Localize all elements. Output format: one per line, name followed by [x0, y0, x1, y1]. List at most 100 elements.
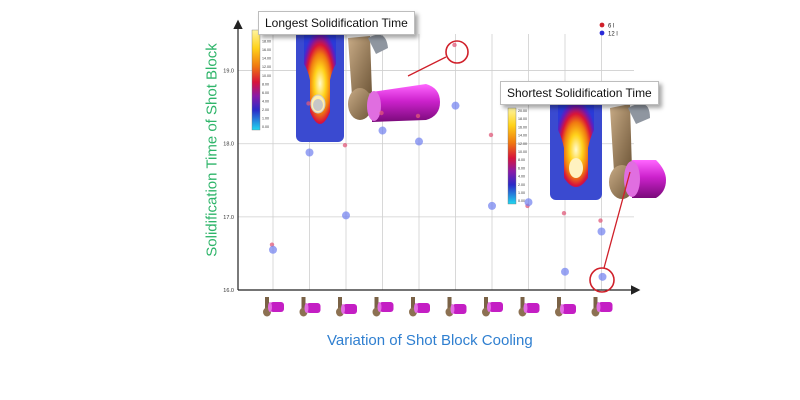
colorbar-tick-label: 12.00 [518, 142, 527, 146]
point-6l [269, 242, 275, 247]
thumbnail-arm [593, 297, 598, 311]
arm-shortest [610, 104, 632, 172]
thumbnail-arm [557, 297, 561, 311]
legend-marker-12l [599, 30, 605, 36]
heat-cavity-shortest [558, 104, 594, 187]
colorbar-shortest-ticks: 20.00 18.00 16.00 14.00 12.00 10.00 8.00 6.00 4.… [518, 109, 527, 203]
thumbnail-arm [411, 297, 415, 311]
point-6l [488, 132, 494, 138]
arm-tip-shortest [628, 103, 650, 124]
category-thumbnail [591, 297, 613, 317]
category-thumbnail [445, 297, 467, 317]
y-tick-label: 16.0 [223, 288, 234, 294]
colorbar-tick-label: 10.00 [518, 150, 527, 154]
colorbar-longest-ticks: 20.0018.0016.0014.0012.0010.008.006.004.… [262, 31, 271, 129]
thumbnail-tube [598, 302, 613, 312]
thumbnail-tube-end [450, 304, 455, 314]
x-category-thumbnails [263, 297, 613, 317]
point-12l [305, 148, 314, 157]
colorbar-tick-label: 6.00 [518, 166, 525, 170]
point-12l [597, 227, 606, 236]
category-thumbnail [518, 297, 540, 317]
thumbnail-arm [484, 297, 488, 311]
colorbar-tick-label: 16.00 [262, 48, 271, 52]
colorbar-tick-label: 20.00 [518, 109, 527, 113]
category-thumbnail [482, 297, 503, 317]
y-tick-label: 18.0 [223, 142, 234, 148]
longest-render-image: 20.0018.0016.0014.0012.0010.008.006.004.… [251, 29, 440, 142]
colorbar-tick-label: 8.00 [518, 158, 525, 162]
colorbar-tick-label: 14.00 [262, 57, 271, 61]
leader-line-longest [407, 56, 447, 77]
highlight-circle-shortest [589, 267, 615, 293]
thumbnail-tube [525, 303, 540, 313]
colorbar-tick-label: 6.00 [262, 91, 269, 95]
y-axis-title-text: Solidification Time of Shot Block [203, 43, 221, 257]
heat-core-dot-longest [313, 99, 323, 111]
point-6l [342, 142, 348, 148]
colorbar-tick-label: 16.00 [518, 125, 527, 129]
x-axis-title-text: Variation of Shot Block Cooling [327, 332, 533, 349]
category-thumbnail [555, 297, 576, 317]
point-12l [378, 126, 387, 135]
point-12l-extra [598, 272, 607, 281]
thumbnail-arm [301, 297, 306, 311]
thumbnail-tube [452, 304, 467, 314]
colorbar-tick-label: 0.00 [518, 199, 525, 203]
leader-line-shortest [603, 171, 631, 269]
heat-core-shortest [569, 158, 583, 178]
thumbnail-tube-end [268, 302, 272, 312]
arm-head-longest [348, 88, 372, 120]
thumbnail-tube-end [377, 302, 382, 312]
thumbnail-arm [338, 297, 342, 311]
shortest-render-image: 20.00 18.00 16.00 14.00 12.00 10.00 8.00 6.00 4.… [507, 100, 666, 205]
thumbnail-tube [379, 302, 394, 312]
arm-longest [348, 36, 372, 96]
thumbnail-tube [562, 304, 576, 314]
category-thumbnail [336, 297, 357, 317]
thumbnail-tube-end [560, 304, 564, 314]
thumbnail-tube [416, 303, 430, 313]
colorbar-tick-label: 2.00 [262, 108, 269, 112]
thumbnail-tube [343, 304, 357, 314]
tube-end-shortest [624, 161, 640, 197]
colorbar-tick-label: 0.00 [262, 125, 269, 129]
x-axis-title: Variation of Shot Block Cooling [327, 332, 533, 349]
colorbar-tick-label: 4.00 [518, 175, 525, 179]
point-6l [561, 211, 567, 216]
category-thumbnail [372, 297, 394, 317]
point-6l [379, 110, 384, 116]
category-thumbnail [263, 297, 284, 317]
point-12l [524, 198, 533, 207]
colorbar-tick-label: 12.00 [262, 65, 271, 69]
colorbar-tick-label: 8.00 [262, 82, 269, 86]
colorbar-longest [251, 29, 261, 131]
thumbnail-tube-end [341, 304, 345, 314]
thumbnail-arm [447, 297, 452, 311]
y-tick-labels: 16.0 17.0 18.0 19.0 [223, 69, 234, 294]
y-tick-label: 19.0 [223, 69, 234, 75]
thumbnail-arm [520, 297, 525, 311]
colorbar-tick-label: 14.00 [518, 134, 527, 138]
y-tick-label: 17.0 [223, 215, 234, 221]
point-6l [306, 101, 311, 106]
colorbar-tick-label: 1.00 [262, 117, 269, 121]
thumbnail-arm [265, 297, 269, 311]
category-thumbnail [409, 297, 430, 317]
arm-tip-longest [368, 34, 388, 54]
thumbnail-tube [306, 303, 321, 313]
legend-label-12l: 12 l [608, 32, 618, 38]
tube-longest [372, 84, 440, 122]
point-6l [415, 113, 421, 119]
point-12l [415, 137, 423, 146]
thumbnail-arm [374, 297, 379, 311]
legend: 6 l 12 l [599, 22, 618, 38]
thumbnail-tube-end [523, 303, 528, 313]
point-12l [451, 101, 460, 110]
colorbar-tick-label: 18.00 [518, 117, 527, 121]
thumbnail-tube [489, 302, 503, 312]
point-12l [269, 245, 277, 254]
callout-shortest: Shortest Solidification Time [500, 81, 659, 105]
callout-shortest-label: Shortest Solidification Time [507, 86, 652, 100]
colorbar-tick-label: 1.00 [518, 191, 525, 195]
